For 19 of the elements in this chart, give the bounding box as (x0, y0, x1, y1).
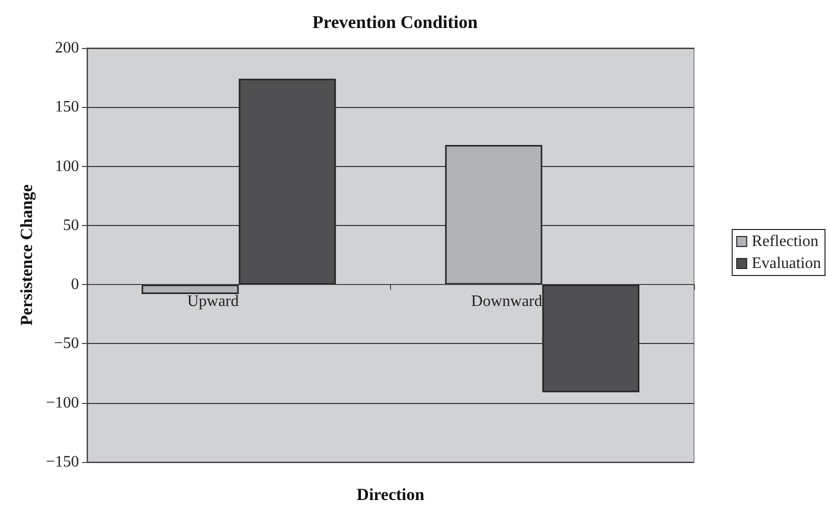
y-tick-label: 150 (55, 98, 79, 116)
y-tick-label: −150 (46, 454, 79, 470)
y-tick-label: 200 (55, 40, 79, 56)
y-tick-label: 100 (55, 158, 79, 175)
chart-title: Prevention Condition (312, 12, 478, 32)
x-tick-label: Downward (471, 293, 542, 310)
y-tick-label: 0 (71, 276, 79, 294)
x-axis-title: Direction (356, 485, 425, 504)
bar (542, 284, 640, 392)
bar (445, 144, 542, 285)
y-tick-label: −100 (46, 394, 79, 412)
bar (238, 78, 336, 285)
x-tick-label: Upward (187, 293, 239, 310)
bar (142, 284, 239, 294)
legend-label: Evaluation (752, 255, 821, 272)
y-tick-label: −50 (54, 335, 79, 352)
y-tick-label: 50 (63, 216, 79, 234)
legend-label: Reflection (752, 233, 818, 250)
y-axis-title: Persistence Change (17, 184, 36, 326)
